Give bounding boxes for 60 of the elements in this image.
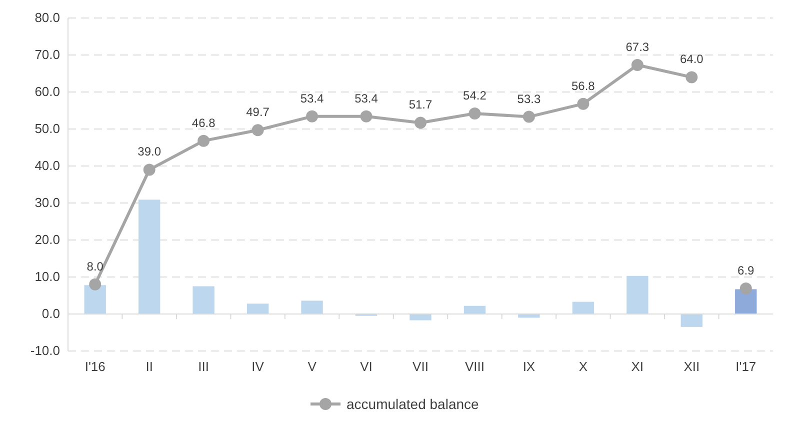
y-tick-label: 80.0 [34,10,60,25]
x-tick-label: I'17 [736,359,756,374]
data-label: 56.8 [572,78,596,93]
point [631,58,644,71]
data-label: 54.2 [463,88,487,102]
x-tick-label: VIII [464,359,484,374]
x-tick-label: III [198,359,209,374]
bar [138,200,160,314]
x-tick-label: I'16 [84,359,106,374]
point [306,110,318,122]
x-tick-label: XII [684,359,700,374]
bar [626,276,648,314]
x-tick-label: V [308,359,317,374]
bar [680,314,702,327]
bar [192,286,214,314]
data-label: 8.0 [86,259,104,274]
data-label: 67.3 [626,40,650,54]
point [686,71,698,84]
point [198,134,210,147]
point [360,110,372,122]
y-tick-label: -10.0 [30,343,60,358]
data-label: 64.0 [680,52,704,66]
point [577,98,590,110]
bar [246,304,269,314]
bar [464,306,486,314]
bar [84,285,106,314]
bar [301,300,323,314]
y-tick-label: 20.0 [34,232,60,247]
x-tick-label: VII [412,359,428,374]
x-tick-label: X [578,359,588,374]
point [522,110,535,123]
x-tick-label: XI [631,359,644,374]
bar [410,314,432,320]
x-tick-label: IX [522,359,536,374]
data-label: 53.4 [354,91,378,106]
bar [572,302,594,314]
point [468,107,481,120]
x-tick-label: IV [252,359,264,374]
y-tick-label: 10.0 [34,269,60,284]
point [414,116,426,129]
point [740,282,752,294]
legend-label: accumulated balance [346,396,480,412]
data-label: 53.4 [300,91,324,106]
y-tick-label: 0.0 [42,306,60,321]
data-label: 49.7 [246,105,270,120]
x-tick-label: VI [360,359,372,374]
y-tick-label: 30.0 [34,195,60,210]
data-label: 53.3 [517,92,541,106]
point [252,124,264,136]
point [89,278,102,290]
y-tick-label: 40.0 [34,158,60,173]
y-tick-label: 50.0 [34,121,60,136]
data-label: 46.8 [192,116,216,130]
data-label: 39.0 [138,144,162,159]
data-label: 51.7 [408,98,432,112]
data-label: 6.9 [738,263,755,278]
y-tick-label: 70.0 [34,47,60,62]
point [143,164,156,176]
y-tick-label: 60.0 [34,84,60,99]
x-tick-label: II [146,359,153,374]
